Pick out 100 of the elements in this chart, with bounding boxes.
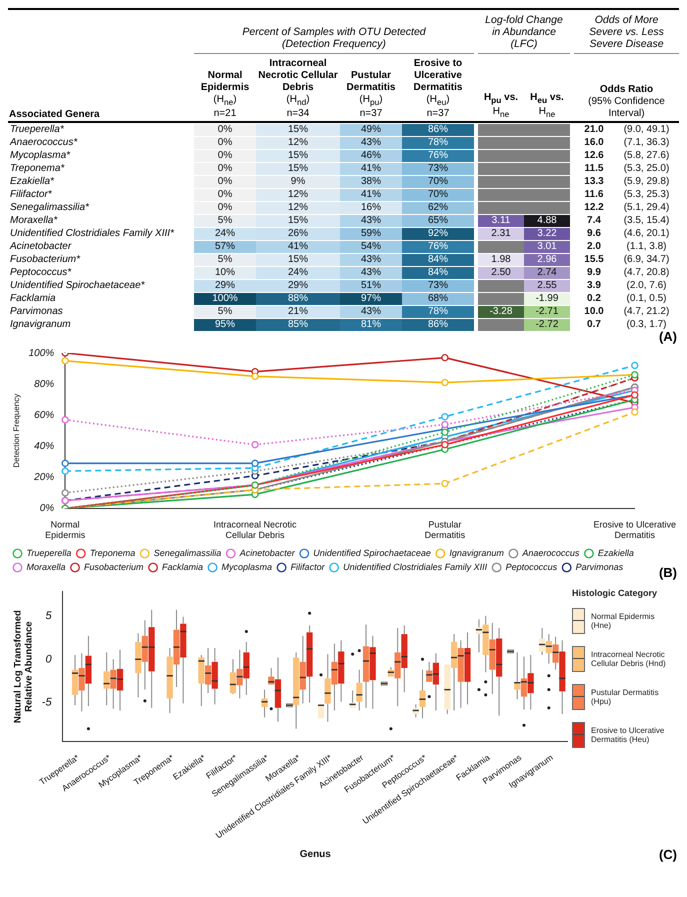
data-label: 43% bbox=[360, 215, 381, 226]
text: (5.3, 25.3) bbox=[624, 189, 670, 200]
data-label: 3.01 bbox=[537, 241, 557, 252]
text: (5.8, 27.6) bbox=[624, 150, 670, 161]
y-tick-label: Peptococcus* bbox=[10, 267, 72, 278]
x-tick-label: Normal Epidermis bbox=[45, 519, 86, 540]
data-label: 43% bbox=[360, 137, 381, 148]
data-label: 9.9 bbox=[587, 267, 601, 278]
legend-label: Ignavigranum bbox=[449, 548, 504, 558]
data-label: 3.22 bbox=[537, 228, 557, 239]
text: (4.7, 20.8) bbox=[624, 267, 670, 278]
data-label: 92% bbox=[428, 228, 448, 239]
x-tick-label: H$_{eu}$ vs. H$_{ne}$ bbox=[530, 92, 564, 119]
legend-label: Unidentified Clostridiales Family XIII bbox=[343, 562, 488, 572]
data-label: 0% bbox=[218, 189, 232, 200]
data-label: 15% bbox=[288, 150, 308, 161]
data-label: -2.72 bbox=[536, 319, 558, 330]
text: (C) bbox=[658, 847, 677, 862]
data-label: 21% bbox=[288, 306, 308, 317]
y-axis-title: Natural Log Transformed Relative Abundance bbox=[12, 610, 35, 724]
y-tick-label: Unidentified Spirochaetaceae* bbox=[10, 280, 145, 291]
text: Odds of More Severe vs. Less Severe Disease bbox=[589, 14, 664, 50]
text: (5.1, 29.4) bbox=[624, 202, 670, 213]
data-label: 49% bbox=[360, 124, 381, 135]
data-label: 73% bbox=[428, 163, 448, 174]
text: (6.9, 34.7) bbox=[624, 254, 670, 265]
data-label: 2.74 bbox=[537, 267, 557, 278]
legend-label: Fusobacterium bbox=[84, 562, 144, 572]
y-tick-label: Anaerococcus* bbox=[10, 137, 78, 148]
text: (5.9, 29.8) bbox=[624, 176, 670, 187]
data-label: 9% bbox=[290, 176, 306, 187]
data-label: 12% bbox=[288, 137, 308, 148]
data-label: 15% bbox=[288, 254, 308, 265]
text: (B) bbox=[658, 565, 677, 580]
data-label: 76% bbox=[428, 241, 448, 252]
data-label: 41% bbox=[360, 189, 381, 200]
legend-label: Ezakiella bbox=[598, 548, 634, 558]
data-label: 10% bbox=[214, 267, 235, 278]
data-label: -1.99 bbox=[536, 293, 558, 304]
data-label: 2.55 bbox=[537, 280, 557, 291]
data-label: 86% bbox=[428, 124, 448, 135]
data-label: 11.5 bbox=[584, 163, 604, 174]
data-label: 2.50 bbox=[491, 267, 511, 278]
y-tick-label: Acinetobacter bbox=[10, 241, 72, 252]
y-tick-label: Fusobacterium* bbox=[10, 254, 80, 265]
data-label: 84% bbox=[428, 254, 448, 265]
text: Percent of Samples with OTU Detected (Detection Frequency) bbox=[242, 26, 426, 50]
annotation: (A) bbox=[658, 329, 677, 344]
data-label: 46% bbox=[360, 150, 381, 161]
text: Associated Genera bbox=[9, 109, 100, 120]
data-label: 16% bbox=[360, 202, 381, 213]
legend-label: Filifactor bbox=[290, 562, 326, 572]
data-label: 43% bbox=[360, 267, 381, 278]
y-tick-label: Trueperella* bbox=[10, 124, 64, 135]
legend-label: Peptococcus bbox=[506, 562, 558, 572]
y-tick-label: Treponema* bbox=[10, 163, 64, 174]
text: (0.3, 1.7) bbox=[626, 319, 667, 330]
x-axis-title: Genus bbox=[300, 848, 332, 860]
y-tick-label: 40% bbox=[34, 441, 54, 452]
y-tick-label: 80% bbox=[34, 378, 54, 390]
text: (2.0, 7.6) bbox=[626, 280, 667, 291]
data-label: 12% bbox=[288, 189, 308, 200]
text: (4.7, 21.2) bbox=[624, 306, 670, 317]
legend-label: Trueperella bbox=[26, 548, 72, 558]
x-tick-label: H$_{pu}$ vs. H$_{ne}$ bbox=[484, 92, 518, 119]
y-tick-label: 20% bbox=[33, 472, 54, 484]
y-tick-label: Senegalimassilia* bbox=[10, 202, 89, 213]
legend-label: Acinetobacter bbox=[238, 548, 296, 558]
y-tick-label: 5 bbox=[45, 610, 52, 622]
data-label: 5% bbox=[218, 215, 232, 226]
data-label: 12% bbox=[288, 202, 308, 213]
data-label: 43% bbox=[360, 254, 381, 265]
data-label: 51% bbox=[360, 280, 381, 291]
y-tick-label: Unidentified Clostridiales Family XIII* bbox=[10, 228, 174, 239]
y-tick-label: Parvimonas bbox=[10, 306, 63, 317]
legend-label: Moraxella bbox=[26, 562, 66, 572]
text: (9.0, 49.1) bbox=[624, 124, 670, 135]
text: (3.5, 15.4) bbox=[624, 215, 670, 226]
y-tick-label: Ezakiella* bbox=[10, 176, 54, 187]
data-label: 41% bbox=[360, 163, 381, 174]
data-label: 88% bbox=[288, 293, 308, 304]
data-label: 78% bbox=[428, 306, 448, 317]
y-tick-label: 60% bbox=[34, 410, 54, 421]
data-label: 73% bbox=[428, 280, 448, 291]
x-tick-label: Erosive to Ulcerative Dermatitis bbox=[593, 519, 676, 540]
data-label: 16.0 bbox=[584, 137, 604, 148]
y-tick-label: 0 bbox=[45, 653, 52, 666]
data-label: 81% bbox=[360, 319, 381, 330]
data-label: 15% bbox=[288, 163, 308, 174]
data-label: 29% bbox=[288, 280, 308, 291]
x-tick-label: Intracorneal Necrotic Cellular Debris (H$_{nd}$) n=34 bbox=[258, 58, 338, 119]
data-label: 54% bbox=[360, 241, 381, 252]
data-label: 2.96 bbox=[537, 254, 557, 265]
data-label: 4.88 bbox=[537, 215, 557, 226]
y-axis-title: Detection Frequency bbox=[12, 394, 22, 468]
text: (0.1, 0.5) bbox=[626, 293, 667, 304]
text: (5.3, 25.0) bbox=[624, 163, 670, 174]
data-label: 26% bbox=[288, 228, 308, 239]
data-label: 24% bbox=[214, 228, 235, 239]
data-label: 0% bbox=[218, 163, 232, 174]
